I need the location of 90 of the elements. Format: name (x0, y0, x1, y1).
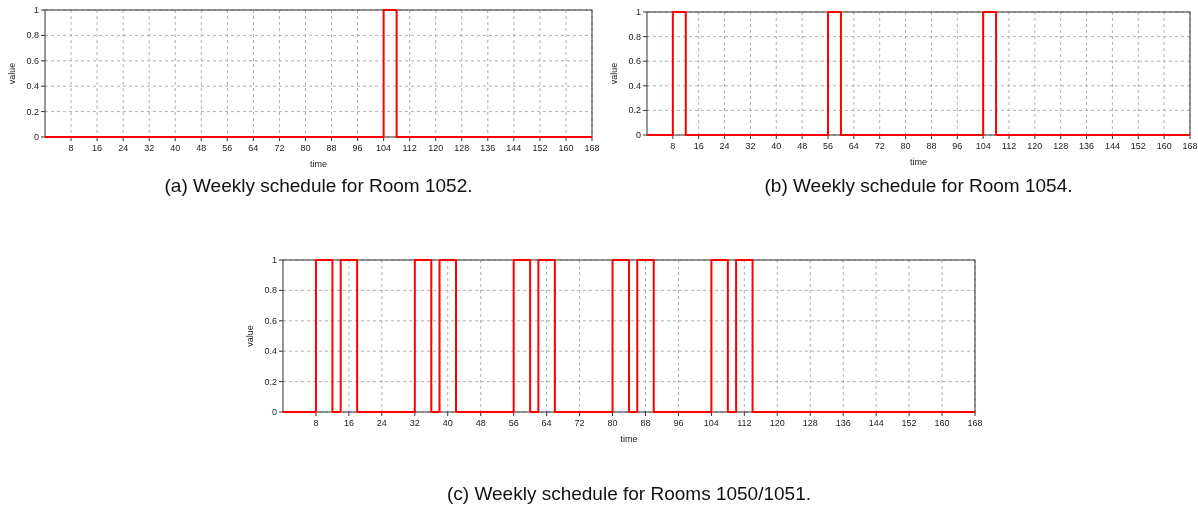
x-tick-label: 32 (745, 141, 756, 151)
x-tick-label: 160 (934, 418, 950, 428)
y-tick-label: 0.4 (628, 80, 641, 91)
x-tick-label: 16 (693, 141, 704, 151)
y-tick-label: 0.8 (628, 31, 641, 42)
x-tick-label: 120 (1027, 141, 1043, 151)
x-tick-label: 40 (442, 418, 453, 428)
y-tick-label: 0.6 (628, 56, 641, 67)
text: (a) Weekly schedule for Room 1052. (164, 175, 473, 196)
y-tick-label: 1 (271, 255, 277, 265)
x-tick-label: 112 (1001, 141, 1017, 151)
y-tick-label: 0.8 (264, 285, 277, 296)
x-tick-label: 96 (952, 141, 963, 151)
x-tick-label: 144 (1104, 141, 1120, 151)
x-tick-label: 96 (673, 418, 684, 428)
x-tick-label: 24 (719, 141, 730, 151)
x-axis-title: time (620, 434, 638, 444)
y-tick-label: 0 (33, 132, 39, 142)
x-tick-label: 16 (343, 418, 354, 428)
x-tick-label: 128 (802, 418, 818, 428)
x-tick-label: 48 (196, 143, 207, 153)
x-tick-label: 64 (248, 143, 259, 153)
x-tick-label: 88 (926, 141, 937, 151)
x-tick-label: 104 (376, 143, 392, 153)
x-tick-label: 104 (975, 141, 991, 151)
y-tick-label: 0.6 (264, 315, 277, 326)
y-axis-title: value (7, 62, 17, 85)
x-tick-label: 64 (541, 418, 552, 428)
x-tick-label: 112 (402, 143, 417, 153)
y-tick-label: 0.2 (26, 106, 39, 117)
x-tick-label: 144 (506, 143, 522, 153)
x-tick-label: 72 (574, 418, 585, 428)
x-tick-label: 40 (170, 143, 181, 153)
x-tick-label: 168 (1182, 141, 1198, 151)
x-tick-label: 152 (1130, 141, 1146, 151)
x-tick-label: 160 (1156, 141, 1172, 151)
y-tick-label: 1 (635, 7, 641, 17)
x-tick-label: 120 (769, 418, 785, 428)
text: (b) Weekly schedule for Room 1054. (764, 175, 1073, 196)
x-tick-label: 128 (454, 143, 470, 153)
y-tick-label: 0.6 (26, 55, 39, 66)
y-tick-label: 0.8 (26, 30, 39, 41)
x-tick-label: 16 (92, 143, 103, 153)
x-tick-label: 56 (822, 141, 834, 151)
x-axis-title: time (309, 159, 328, 169)
x-tick-label: 72 (874, 141, 885, 151)
x-tick-label: 112 (737, 418, 752, 428)
y-tick-label: 0.2 (264, 376, 277, 387)
x-tick-label: 136 (835, 418, 851, 428)
x-tick-label: 136 (480, 143, 496, 153)
x-tick-label: 32 (144, 143, 155, 153)
x-tick-label: 80 (900, 141, 911, 151)
y-tick-label: 1 (33, 5, 39, 15)
x-tick-label: 160 (558, 143, 574, 153)
x-tick-label: 40 (771, 141, 782, 151)
x-tick-label: 152 (901, 418, 917, 428)
y-tick-label: 0 (271, 407, 277, 417)
x-tick-label: 48 (475, 418, 486, 428)
x-tick-label: 24 (376, 418, 387, 428)
x-tick-label: 56 (508, 418, 519, 428)
y-tick-label: 0.2 (628, 105, 641, 116)
x-tick-label: 80 (607, 418, 618, 428)
x-tick-label: 8 (670, 141, 676, 151)
x-tick-label: 64 (848, 141, 859, 151)
x-tick-label: 56 (222, 143, 233, 153)
x-tick-label: 8 (68, 143, 74, 153)
x-axis-title: time (909, 157, 928, 167)
x-tick-label: 96 (352, 143, 363, 153)
x-tick-label: 168 (967, 418, 983, 428)
x-tick-label: 136 (1079, 141, 1095, 151)
y-axis-title: value (609, 62, 619, 85)
text: (c) Weekly schedule for Rooms 1050/1051. (447, 483, 811, 504)
y-tick-label: 0 (635, 130, 641, 140)
x-tick-label: 144 (868, 418, 884, 428)
x-tick-label: 152 (532, 143, 548, 153)
x-tick-label: 168 (584, 143, 600, 153)
x-tick-label: 72 (274, 143, 285, 153)
y-tick-label: 0.4 (264, 346, 277, 357)
x-tick-label: 104 (703, 418, 719, 428)
x-tick-label: 8 (313, 418, 319, 428)
x-tick-label: 48 (797, 141, 808, 151)
x-tick-label: 88 (326, 143, 337, 153)
x-tick-label: 32 (409, 418, 420, 428)
y-tick-label: 0.4 (26, 81, 39, 92)
x-tick-label: 88 (640, 418, 651, 428)
x-tick-label: 120 (428, 143, 444, 153)
x-tick-label: 80 (300, 143, 311, 153)
y-axis-title: value (245, 325, 255, 347)
x-tick-label: 24 (118, 143, 129, 153)
x-tick-label: 128 (1053, 141, 1069, 151)
